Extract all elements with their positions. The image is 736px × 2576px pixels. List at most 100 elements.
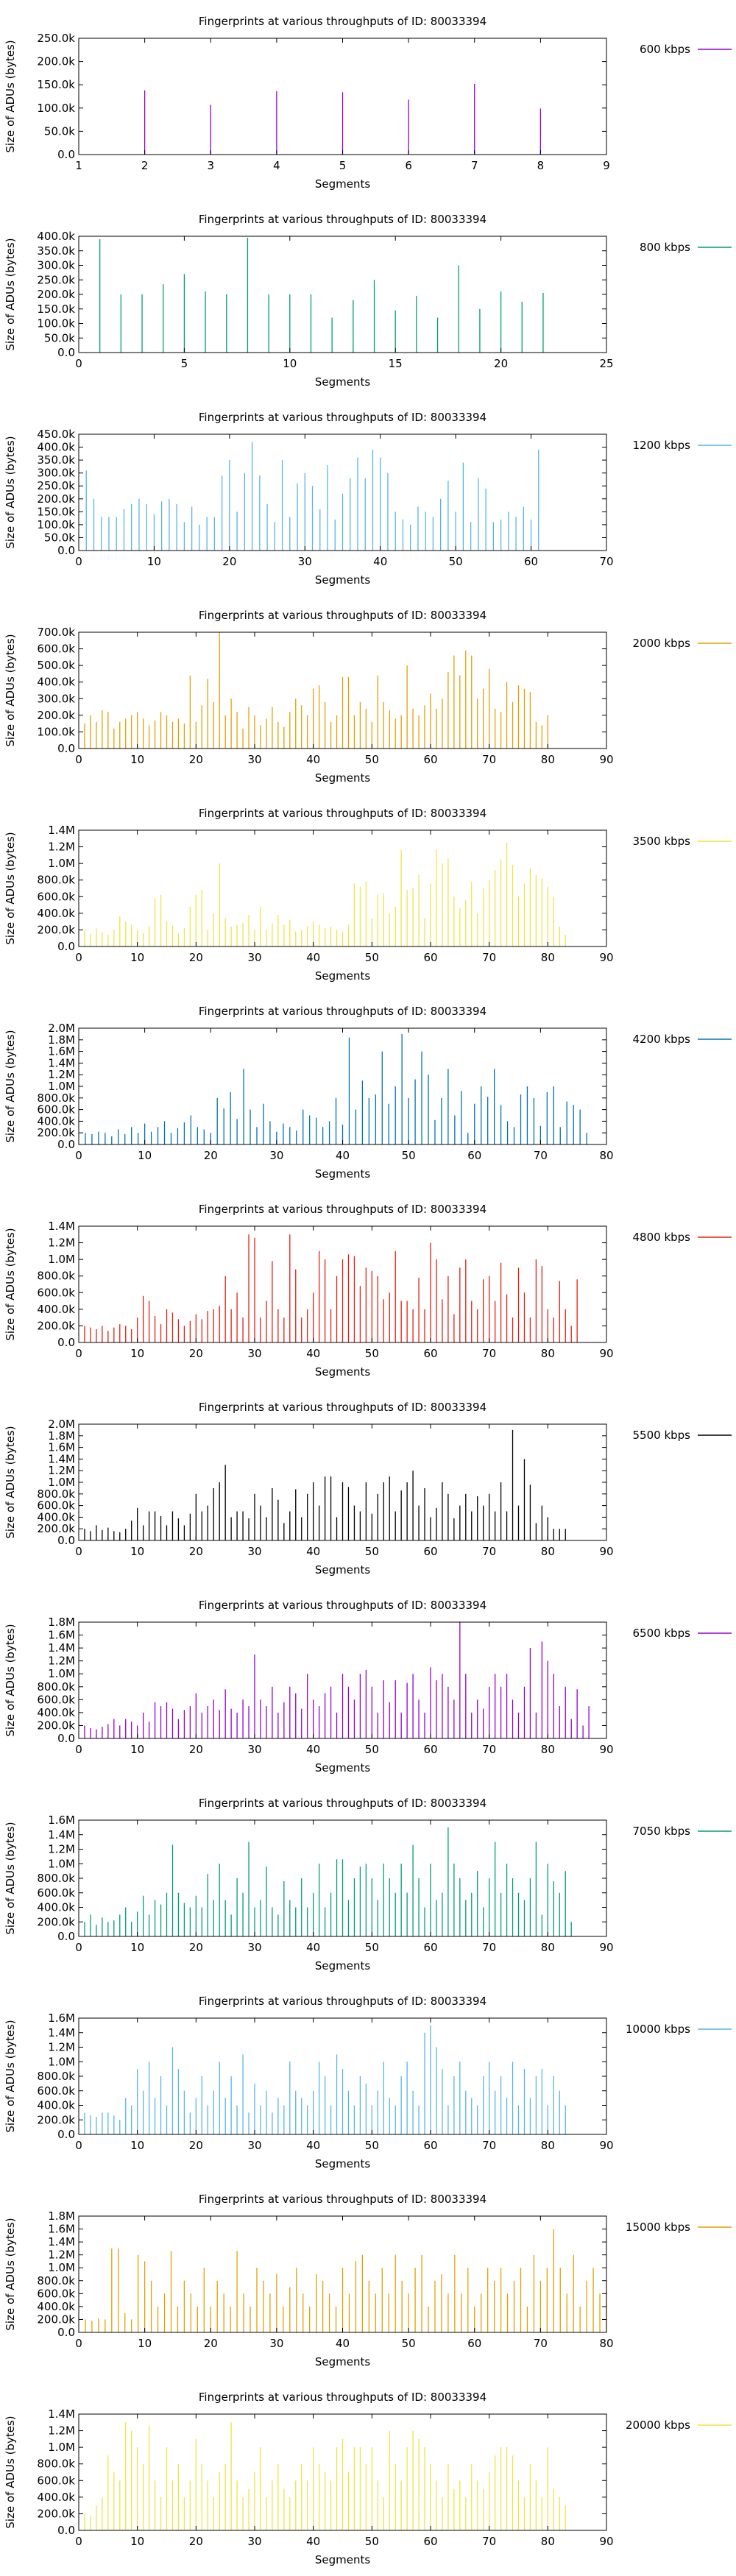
x-tick-label: 20: [189, 2535, 203, 2548]
y-tick-label: 800.0k: [37, 1270, 75, 1283]
x-tick-label: 80: [541, 2535, 555, 2548]
y-tick-label: 400.0k: [37, 2300, 75, 2313]
y-tick-label: 800.0k: [37, 874, 75, 887]
x-tick-label: 30: [269, 2337, 283, 2350]
x-tick-label: 70: [599, 555, 613, 568]
x-tick-label: 70: [482, 2139, 496, 2152]
y-tick-label: 300.0k: [37, 467, 75, 480]
legend-label: 15000 kbps: [626, 2221, 690, 2234]
x-tick-label: 5: [181, 357, 188, 370]
x-tick-label: 50: [402, 2337, 416, 2350]
chart-panel-4: Fingerprints at various throughputs of I…: [4, 609, 732, 785]
x-tick-label: 50: [365, 753, 379, 766]
y-tick-label: 1.6M: [48, 1441, 75, 1454]
x-tick-label: 4: [273, 159, 280, 172]
x-tick-label: 20: [189, 2139, 203, 2152]
y-tick-label: 350.0k: [37, 453, 75, 467]
x-tick-label: 20: [189, 1545, 203, 1558]
chart-title: Fingerprints at various throughputs of I…: [199, 1797, 486, 1810]
y-tick-label: 1.4M: [48, 1056, 75, 1069]
x-tick-label: 90: [599, 1941, 613, 1954]
y-tick-label: 400.0k: [37, 676, 75, 689]
y-tick-label: 0.0: [57, 1336, 75, 1349]
y-tick-label: 400.0k: [37, 1510, 75, 1524]
y-tick-label: 1.0M: [48, 2055, 75, 2068]
y-tick-label: 600.0k: [37, 1886, 75, 1900]
y-tick-label: 1.2M: [48, 1655, 75, 1668]
x-tick-label: 20: [189, 1941, 203, 1954]
x-tick-label: 60: [423, 951, 437, 964]
chart-panel-7: Fingerprints at various throughputs of I…: [4, 1203, 732, 1379]
x-tick-label: 60: [467, 2337, 481, 2350]
y-axis-label: Size of ADUs (bytes): [4, 436, 17, 548]
y-tick-label: 1.4M: [48, 1641, 75, 1655]
y-tick-label: 0.0: [57, 2326, 75, 2339]
y-tick-label: 150.0k: [37, 78, 75, 91]
y-tick-label: 0.0: [57, 742, 75, 755]
x-tick-label: 60: [423, 1941, 437, 1954]
x-tick-label: 30: [298, 555, 312, 568]
y-tick-label: 0.0: [57, 148, 75, 161]
y-tick-label: 1.2M: [48, 841, 75, 854]
x-tick-label: 20: [189, 753, 203, 766]
y-tick-label: 300.0k: [37, 259, 75, 272]
y-tick-label: 50.0k: [44, 124, 75, 138]
x-tick-label: 30: [247, 1941, 261, 1954]
x-tick-label: 90: [599, 2535, 613, 2548]
y-tick-label: 1.0M: [48, 857, 75, 870]
x-tick-label: 0: [75, 1743, 82, 1756]
y-tick-label: 0.0: [57, 940, 75, 953]
x-tick-label: 60: [423, 1347, 437, 1360]
y-tick-label: 100.0k: [37, 518, 75, 531]
y-tick-label: 0.0: [57, 2128, 75, 2141]
x-tick-label: 80: [599, 1149, 613, 1162]
x-tick-label: 20: [494, 357, 508, 370]
x-tick-label: 40: [306, 753, 320, 766]
plot-frame: [78, 236, 607, 353]
x-tick-label: 10: [147, 555, 161, 568]
chart-panel-3: Fingerprints at various throughputs of I…: [4, 411, 732, 587]
legend-label: 6500 kbps: [633, 1627, 691, 1640]
x-axis-label: Segments: [315, 2355, 371, 2368]
x-axis-label: Segments: [315, 573, 371, 587]
y-tick-label: 200.0k: [37, 1319, 75, 1332]
x-tick-label: 40: [373, 555, 387, 568]
chart-title: Fingerprints at various throughputs of I…: [199, 213, 486, 226]
chart-panel-2: Fingerprints at various throughputs of I…: [4, 213, 732, 389]
x-tick-label: 0: [75, 2535, 82, 2548]
x-axis-label: Segments: [315, 2553, 371, 2566]
plot-frame: [78, 2413, 607, 2531]
x-tick-label: 10: [130, 1347, 144, 1360]
y-axis-label: Size of ADUs (bytes): [4, 1822, 17, 1934]
x-tick-label: 0: [75, 1941, 82, 1954]
x-tick-label: 70: [482, 1743, 496, 1756]
x-tick-label: 1: [75, 159, 82, 172]
x-tick-label: 9: [603, 159, 610, 172]
legend-label: 800 kbps: [640, 241, 690, 254]
y-tick-label: 0.0: [57, 1138, 75, 1151]
x-tick-label: 40: [306, 1347, 320, 1360]
chart-title: Fingerprints at various throughputs of I…: [199, 1995, 486, 2008]
y-axis-label: Size of ADUs (bytes): [4, 1030, 17, 1142]
x-tick-label: 7: [471, 159, 478, 172]
x-tick-label: 70: [534, 1149, 548, 1162]
x-tick-label: 20: [189, 951, 203, 964]
x-tick-label: 60: [423, 1545, 437, 1558]
y-tick-label: 800.0k: [37, 1680, 75, 1694]
x-tick-label: 60: [423, 2139, 437, 2152]
y-tick-label: 400.0k: [37, 230, 75, 243]
y-tick-label: 600.0k: [37, 1499, 75, 1512]
x-axis-label: Segments: [315, 1761, 371, 1774]
y-tick-label: 400.0k: [37, 1114, 75, 1128]
chart-panel-12: Fingerprints at various throughputs of I…: [4, 2193, 732, 2368]
chart-panel-10: Fingerprints at various throughputs of I…: [4, 1797, 732, 1972]
y-tick-label: 1.6M: [48, 2011, 75, 2025]
x-axis-label: Segments: [315, 969, 371, 983]
chart-title: Fingerprints at various throughputs of I…: [199, 15, 486, 28]
y-tick-label: 250.0k: [37, 479, 75, 492]
y-tick-label: 50.0k: [44, 531, 75, 544]
x-tick-label: 80: [599, 2337, 613, 2350]
y-tick-label: 250.0k: [37, 273, 75, 286]
y-tick-label: 1.2M: [48, 1068, 75, 1081]
chart-title: Fingerprints at various throughputs of I…: [199, 1401, 486, 1414]
